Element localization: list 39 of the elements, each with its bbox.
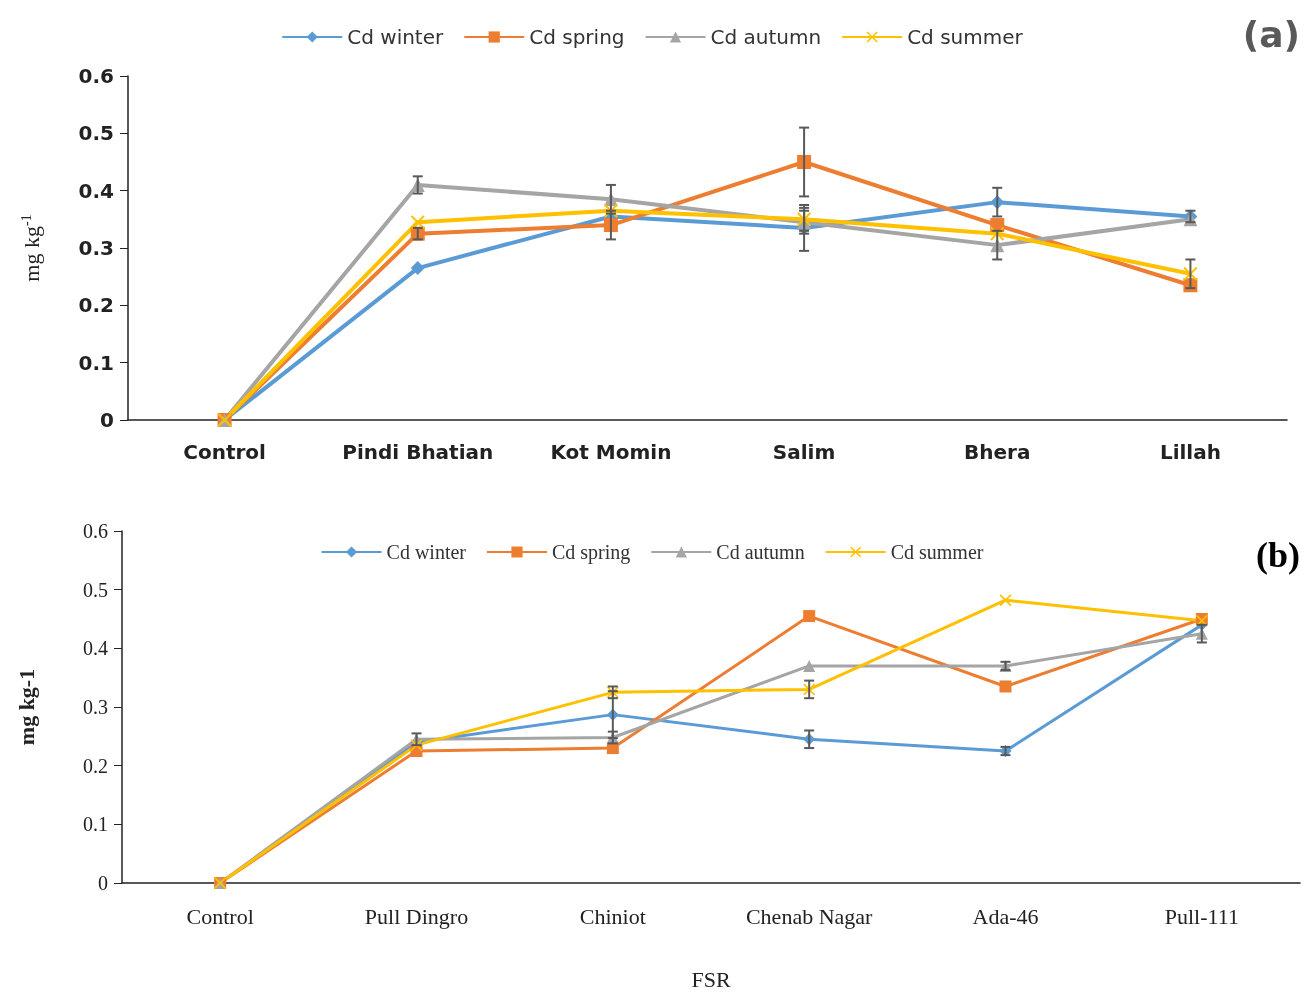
y-tick-label: 0.3 — [83, 696, 108, 718]
legend-label: Cd autumn — [710, 25, 822, 49]
x-tick-label: Bhera — [964, 440, 1031, 464]
legend-label: Cd autumn — [716, 541, 805, 563]
y-tick-label: 0.3 — [78, 236, 114, 260]
y-tick-label: 0.4 — [78, 178, 114, 203]
y-tick-label: 0.5 — [83, 578, 108, 601]
x-tick-label: Ada-46 — [972, 903, 1039, 929]
legend-label: Cd winter — [386, 541, 467, 563]
y-tick-label: 0.4 — [83, 637, 108, 660]
legend-label: Cd summer — [890, 541, 984, 563]
x-tick-label: Pull-111 — [1164, 903, 1239, 929]
y-tick-label: 0.2 — [83, 754, 108, 777]
y-tick-label: 0.6 — [83, 520, 108, 542]
y-tick-label: 0.1 — [78, 350, 114, 375]
y-tick-label: 0.1 — [83, 813, 108, 836]
x-tick-label: Lillah — [1159, 440, 1221, 464]
x-tick-label: Pull Dingro — [364, 903, 469, 929]
y-tick-label: 0 — [100, 408, 114, 432]
x-tick-label: Pindi Bhatian — [342, 440, 494, 464]
y-axis-title: mg kg-1 — [13, 668, 39, 746]
legend-label: Cd spring — [552, 541, 631, 564]
y-tick-label: 0 — [98, 872, 108, 894]
x-tick-label: Control — [183, 440, 266, 464]
chart-title: (b) — [1256, 535, 1300, 575]
legend-label: Cd summer — [907, 25, 1024, 49]
chart-title: (a) — [1242, 13, 1300, 55]
y-axis-title: mg kg-1 — [18, 214, 44, 282]
x-tick-label: Salim — [772, 440, 836, 464]
x-tick-label: Chiniot — [579, 903, 646, 929]
y-tick-label: 0.5 — [78, 121, 114, 146]
legend-label: Cd winter — [347, 25, 445, 49]
legend-label: Cd spring — [529, 25, 625, 49]
x-tick-label: Kot Momin — [550, 440, 672, 464]
x-axis-title: FSR — [691, 966, 731, 992]
y-tick-label: 0.6 — [78, 64, 114, 88]
x-tick-label: Control — [186, 903, 254, 929]
y-tick-label: 0.2 — [78, 293, 114, 318]
x-tick-label: Chenab Nagar — [745, 903, 874, 929]
